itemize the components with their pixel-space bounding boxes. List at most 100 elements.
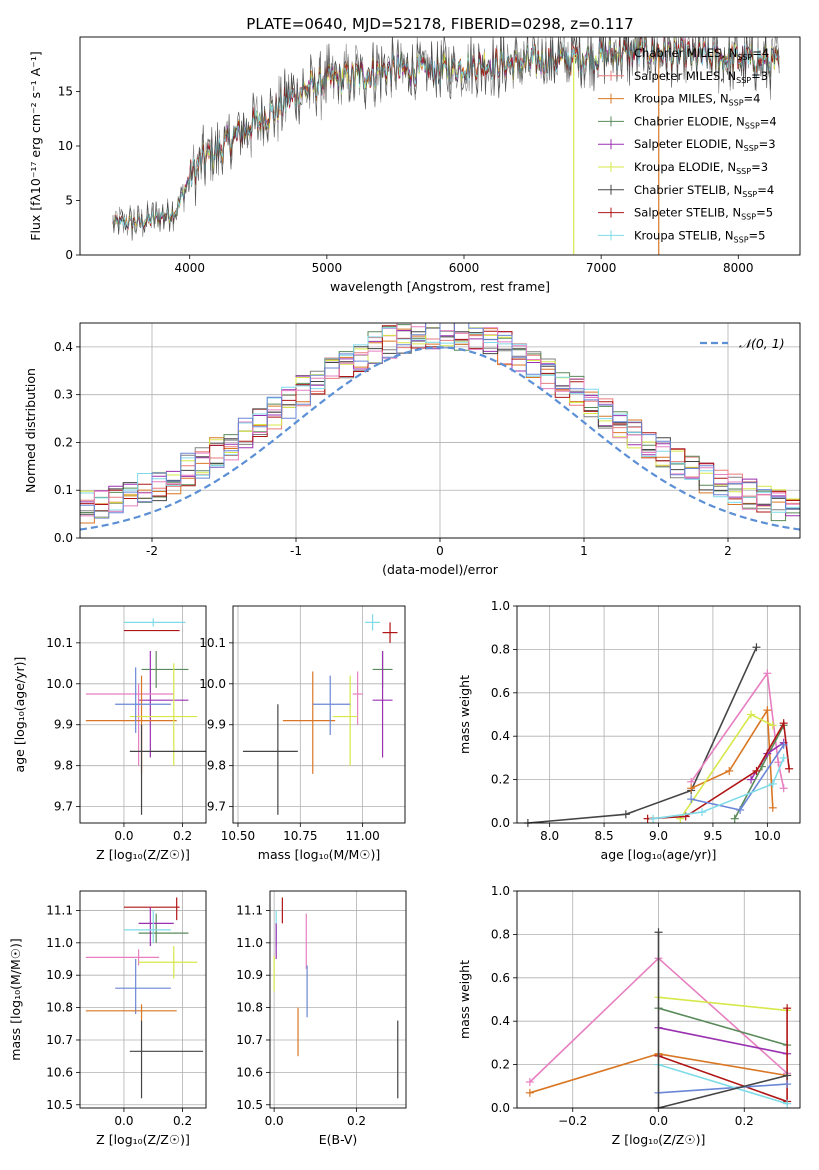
y-axis-label: mass [log₁₀(M/M☉)] bbox=[8, 938, 23, 1060]
legend-label: Chabrier MILES, NSSP=4 bbox=[634, 46, 769, 62]
tick-label-y: 0.3 bbox=[54, 388, 73, 402]
legend-label: Kroupa ELODIE, NSSP=3 bbox=[634, 160, 768, 176]
tick-label-x: 0.2 bbox=[173, 829, 192, 843]
mw_vs_age-lines bbox=[523, 643, 794, 827]
tick-label-x: 0.0 bbox=[114, 1114, 133, 1128]
tick-label-y: 9.9 bbox=[54, 718, 73, 732]
tick-label-y: 10.6 bbox=[46, 1065, 73, 1079]
tick-label-x: 0 bbox=[436, 544, 444, 558]
tick-label-x: 8000 bbox=[723, 261, 754, 275]
x-axis-label: wavelength [Angstrom, rest frame] bbox=[330, 279, 550, 294]
tick-label-x: -1 bbox=[290, 544, 302, 558]
mass_vs_ebv-axes: 0.0 0.2 10.5 10.6 10.7 10.8 10.9 11.0 11.1 E(B-V) bbox=[236, 891, 406, 1147]
spectrum-legend: Chabrier MILES, NSSP=4 Salpeter MILES, NS… bbox=[598, 46, 777, 244]
tick-label-y: 9.9 bbox=[207, 718, 226, 732]
tick-label-y: 0.4 bbox=[491, 729, 510, 743]
axes-frame bbox=[516, 890, 801, 1109]
mw_vs_Z-lines bbox=[525, 928, 792, 1112]
spectrum-line-chabrier-stelib bbox=[112, 37, 780, 241]
tick-label-y: 11.1 bbox=[236, 903, 263, 917]
series-line bbox=[690, 671, 785, 789]
tick-label-y: 11.0 bbox=[236, 936, 263, 950]
y-axis-label: mass weight bbox=[457, 960, 472, 1039]
tick-label-y: 0.4 bbox=[54, 340, 73, 354]
tick-label-x: 5000 bbox=[312, 261, 343, 275]
tick-label-y: 10.8 bbox=[46, 1001, 73, 1015]
axes-frame bbox=[232, 605, 406, 824]
legend-label: Salpeter ELODIE, NSSP=3 bbox=[634, 137, 776, 153]
age_vs_mass-axes: 10.50 10.75 11.00 9.7 9.8 9.9 10.0 10.1 mass [lo… bbox=[199, 606, 405, 862]
tick-label-y: 9.8 bbox=[54, 759, 73, 773]
tick-label-y: 10.5 bbox=[236, 1098, 263, 1112]
tick-label-y: 11.0 bbox=[46, 936, 73, 950]
tick-label-y: 10.5 bbox=[46, 1098, 73, 1112]
tick-label-y: 0.2 bbox=[54, 435, 73, 449]
axes-frame bbox=[79, 322, 801, 539]
tick-label-y: 0.8 bbox=[491, 927, 510, 941]
tick-label-x: -2 bbox=[146, 544, 158, 558]
spectrum-lines bbox=[112, 37, 780, 255]
tick-label-y: 9.8 bbox=[207, 759, 226, 773]
tick-label-y: 10.8 bbox=[236, 1001, 263, 1015]
legend-gaussian-label: 𝒩(0, 1) bbox=[739, 336, 785, 351]
tick-label-x: 0.0 bbox=[114, 829, 133, 843]
figure-title: PLATE=0640, MJD=52178, FIBERID=0298, z=0… bbox=[246, 15, 633, 33]
tick-label-x: 1 bbox=[580, 544, 588, 558]
spectrum-axes: 4000 5000 6000 7000 8000 0 5 10 15 wavelength [An… bbox=[28, 51, 754, 294]
legend-label: Salpeter STELIB, NSSP=5 bbox=[634, 206, 773, 222]
tick-label-x: 0.0 bbox=[265, 1114, 284, 1128]
x-axis-label: (data-model)/error bbox=[382, 562, 499, 577]
y-axis-label: mass weight bbox=[457, 675, 472, 754]
tick-label-y: 10 bbox=[58, 139, 73, 153]
tick-label-y: 9.7 bbox=[54, 800, 73, 814]
mass_vs_Z-axes: 0.0 0.2 10.5 10.6 10.7 10.8 10.9 11.0 11.1 Z [log… bbox=[8, 891, 206, 1147]
tick-label-x: 0.2 bbox=[347, 1114, 366, 1128]
series-line bbox=[658, 1083, 788, 1094]
tick-label-x: 11.00 bbox=[345, 829, 379, 843]
axes-frame bbox=[79, 605, 207, 824]
axes-frame bbox=[516, 605, 801, 824]
tick-label-y: 0.2 bbox=[491, 773, 510, 787]
axes-frame bbox=[79, 36, 801, 256]
tick-label-y: 0.0 bbox=[491, 1101, 510, 1115]
tick-label-y: 0 bbox=[65, 248, 73, 262]
histogram-kroupa-stelib-alt bbox=[80, 323, 800, 538]
tick-label-x: 8.0 bbox=[540, 829, 559, 843]
tick-label-x: 0.2 bbox=[173, 1114, 192, 1128]
tick-label-y: 10.7 bbox=[236, 1033, 263, 1047]
tick-label-x: 0.0 bbox=[649, 1114, 668, 1128]
tick-label-x: 10.75 bbox=[283, 829, 317, 843]
tick-label-x: 9.0 bbox=[649, 829, 668, 843]
legend-label: Kroupa STELIB, NSSP=5 bbox=[634, 228, 765, 244]
tick-label-y: 0.6 bbox=[491, 686, 510, 700]
tick-label-y: 0.8 bbox=[491, 642, 510, 656]
tick-label-y: 9.7 bbox=[207, 800, 226, 814]
tick-label-x: 10.0 bbox=[754, 829, 781, 843]
tick-label-x: 2 bbox=[724, 544, 732, 558]
series-line bbox=[652, 757, 785, 820]
legend-label: Kroupa MILES, NSSP=4 bbox=[634, 92, 760, 108]
series-line bbox=[690, 707, 774, 808]
tick-label-y: 0.0 bbox=[54, 531, 73, 545]
tick-label-y: 1.0 bbox=[491, 599, 510, 613]
tick-label-y: 10.0 bbox=[199, 677, 226, 691]
tick-label-y: 10.9 bbox=[236, 968, 263, 982]
tick-label-x: 0.2 bbox=[735, 1114, 754, 1128]
series-line bbox=[658, 1026, 788, 1055]
tick-label-y: 0.1 bbox=[54, 483, 73, 497]
legend-label: Chabrier STELIB, NSSP=4 bbox=[634, 183, 774, 199]
tick-label-y: 10.9 bbox=[46, 968, 73, 982]
y-axis-label: Flux [fλ10⁻¹⁷ erg cm⁻² s⁻¹ A⁻¹] bbox=[28, 51, 43, 240]
tick-label-y: 0.2 bbox=[491, 1058, 510, 1072]
x-axis-label: Z [log₁₀(Z/Z☉)] bbox=[612, 1132, 706, 1147]
tick-label-y: 10.1 bbox=[199, 636, 226, 650]
y-axis-label: age [log₁₀(age/yr)] bbox=[12, 657, 27, 773]
age_vs_Z-points bbox=[85, 618, 206, 815]
age_vs_Z-axes: 0.0 0.2 9.7 9.8 9.9 10.0 10.1 Z [log₁₀(Z/Z☉)] ag… bbox=[12, 606, 206, 862]
age_vs_mass-points bbox=[242, 614, 398, 815]
tick-label-x: 4000 bbox=[174, 261, 205, 275]
tick-label-y: 10.1 bbox=[46, 636, 73, 650]
tick-label-x: 8.5 bbox=[595, 829, 614, 843]
tick-label-y: 1.0 bbox=[491, 884, 510, 898]
